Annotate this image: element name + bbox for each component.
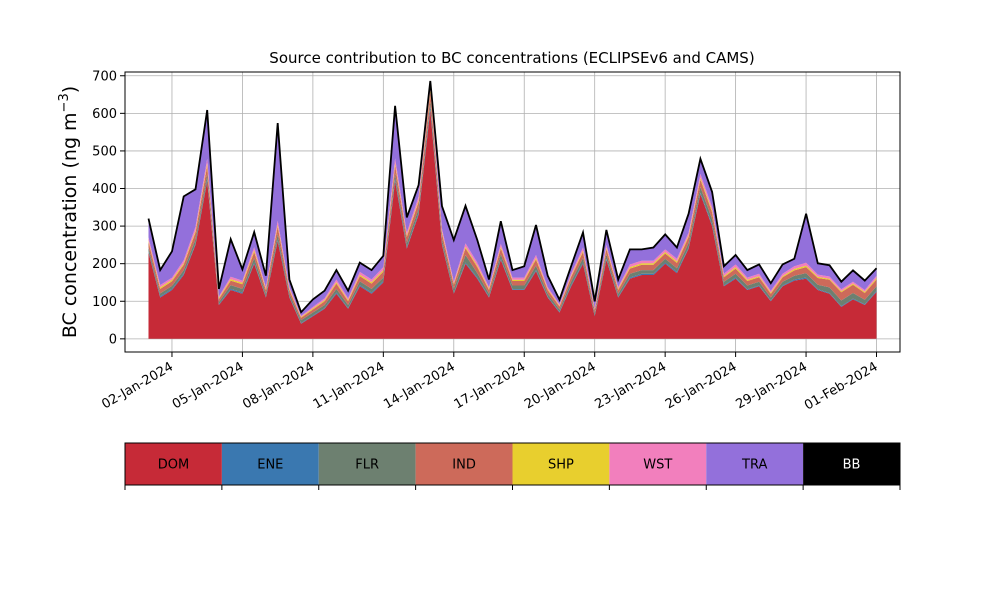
y-axis-ticks: 0 100 200 300 400 500 600 700	[92, 69, 125, 347]
legend-swatch-ene	[221, 443, 319, 485]
y-axis-label-main: BC concentration (ng m	[59, 112, 81, 338]
y-axis-label-suffix: )	[59, 86, 81, 93]
legend-swatch-wst	[609, 443, 707, 485]
chart-title: Source contribution to BC concentrations…	[269, 49, 754, 67]
legend-label-dom: DOM	[158, 458, 189, 473]
y-tick-label: 200	[92, 257, 117, 272]
legend-color-bar: DOM ENE FLR IND SHP WST TRA BB	[124, 442, 901, 490]
legend-label-ind: IND	[452, 458, 476, 473]
area-dom	[148, 109, 877, 339]
y-tick-label: 300	[92, 220, 117, 235]
area-wst	[148, 84, 877, 317]
legend-label-flr: FLR	[355, 458, 379, 473]
stacked-areas	[148, 81, 877, 339]
legend-swatch-dom	[125, 443, 222, 485]
y-tick-label: 400	[92, 182, 117, 197]
legend-swatch-bb	[803, 443, 900, 485]
y-tick-label: 0	[109, 332, 117, 347]
legend-label-shp: SHP	[548, 458, 574, 473]
legend-swatch-tra	[706, 443, 804, 485]
y-axis-label: BC concentration (ng m−3)	[57, 86, 81, 338]
legend-label-bb: BB	[843, 458, 861, 473]
y-axis-label-superscript: −3	[57, 93, 72, 112]
y-tick-label: 700	[92, 69, 117, 84]
legend-swatch-flr	[318, 443, 416, 485]
area-tra	[148, 81, 877, 316]
area-ind	[148, 92, 877, 321]
area-flr	[148, 101, 877, 324]
legend-label-ene: ENE	[257, 458, 283, 473]
area-shp	[148, 90, 877, 318]
y-tick-label: 500	[92, 144, 117, 159]
legend-label-wst: WST	[643, 458, 672, 473]
y-tick-label: 600	[92, 107, 117, 122]
legend-swatch-ind	[415, 443, 513, 485]
y-tick-label: 100	[92, 295, 117, 310]
legend-label-tra: TRA	[741, 458, 767, 473]
total-outline	[147, 80, 878, 314]
legend-swatch-shp	[512, 443, 610, 485]
axes-frame	[124, 71, 901, 353]
